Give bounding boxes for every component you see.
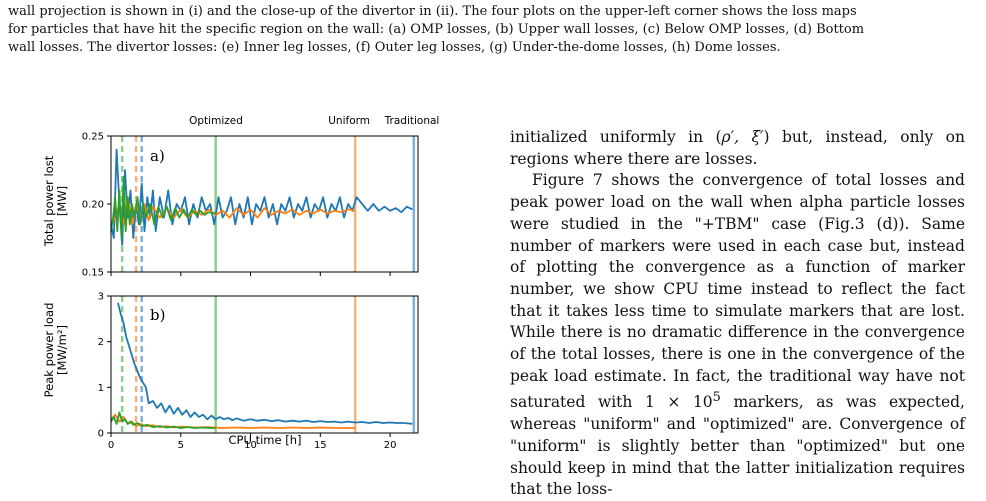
para2-line: losses were studied in the "+TBM" case (… [510, 193, 965, 233]
sci-exponent: 5 [712, 390, 721, 406]
panel-b-xtick-label: 10 [244, 440, 257, 451]
uniform-top-label: Uniform [328, 115, 370, 127]
panel-b-ytick-label: 0 [98, 429, 104, 440]
panel-a-traditional-series-line [110, 148, 413, 246]
x-axis-label: CPU time [h] [229, 433, 302, 447]
paragraph-2: Figure 7 shows the convergence of total … [510, 170, 965, 501]
panel-a-ytick-label: 0.15 [82, 268, 104, 279]
panel-b-label: b) [150, 306, 165, 324]
panel-b-xtick-label: 0 [108, 440, 114, 451]
panel-b-optimized-series-line [110, 411, 216, 429]
figure-caption: wall projection is shown in (i) and the … [8, 3, 980, 57]
panel-b-xtick-label: 20 [384, 440, 397, 451]
panel-b-ytick-label: 3 [98, 292, 104, 303]
para1-text-b: ) but, instead, only on [763, 128, 965, 146]
panel-a-ylabel-line1: Total power lost [42, 155, 56, 247]
panel-b-ylabel-line2: [MW/m²] [55, 325, 69, 375]
panel-b-frame [110, 295, 419, 434]
para1-math: ρ′, ξ′ [721, 128, 764, 146]
paragraph-1: initialized uniformly in (ρ′, ξ′) but, i… [510, 127, 965, 170]
para2-line: that are lost. While there is no dramati… [510, 301, 965, 342]
panel-b-ylabel-line1: Peak power load [42, 303, 56, 398]
panel-b-ytick-label: 1 [98, 383, 104, 394]
para1-text-c: regions where there are losses. [510, 149, 758, 168]
panel-b-ytick-label: 2 [98, 337, 104, 348]
caption-line: wall projection is shown in (i) and the … [8, 4, 857, 19]
caption-line: for particles that have hit the specific… [8, 22, 865, 37]
caption-line: wall losses. The divertor losses: (e) In… [8, 40, 781, 55]
body-text: initialized uniformly in (ρ′, ξ′) but, i… [510, 127, 965, 501]
para1-text-a: initialized uniformly in ( [510, 128, 722, 146]
panel-a-ytick-label: 0.20 [82, 200, 104, 211]
panel-b-xtick-label: 5 [178, 440, 184, 451]
para2-line: markers, as was expected, whereas "unifo… [510, 393, 965, 434]
para2-line: "optimized" are. Convergence of "uniform… [510, 415, 965, 455]
optimized-top-label: Optimized [189, 115, 243, 127]
panel-a-ylabel: Total power lost [MW] [42, 155, 69, 247]
para2-line: marker number, we show CPU time instead … [510, 258, 965, 298]
traditional-top-label: Traditional [384, 115, 440, 127]
sci-notation-text: the traditional way have not saturated w… [510, 366, 965, 412]
para2-line: the convergence of the peak load estimat… [510, 345, 965, 385]
panel-a-label: a) [150, 147, 165, 165]
para2-line: better than "optimized" but one should k… [510, 437, 965, 477]
panel-b-traditional-series-line [117, 302, 413, 425]
para2-line: instead of plotting the convergence as a… [510, 236, 965, 277]
panel-a-ylabel-line2: [MW] [55, 186, 69, 216]
para2-line: the fact that it takes less time to simu… [510, 279, 965, 320]
para2-line: Figure 7 shows the convergence of total … [532, 171, 928, 190]
para2-line: in the convergence of the total losses, … [510, 323, 965, 364]
para2-line: and peak power load on the wall when alp… [510, 171, 965, 212]
panel-b-xtick-label: 15 [314, 440, 327, 451]
panel-a-ytick-label: 0.25 [82, 132, 104, 143]
panel-b-ylabel: Peak power load [MW/m²] [42, 303, 69, 398]
convergence-figure: 0.15 0.20 0.25 0 1 2 3 0 5 10 15 20 Optimized Unifo… [42, 115, 440, 451]
panel-a-optimized-series-line [110, 175, 216, 239]
para2-line: that the latter initialization requires … [510, 458, 965, 499]
para2-line: Same number of markers were used in each… [510, 214, 965, 255]
